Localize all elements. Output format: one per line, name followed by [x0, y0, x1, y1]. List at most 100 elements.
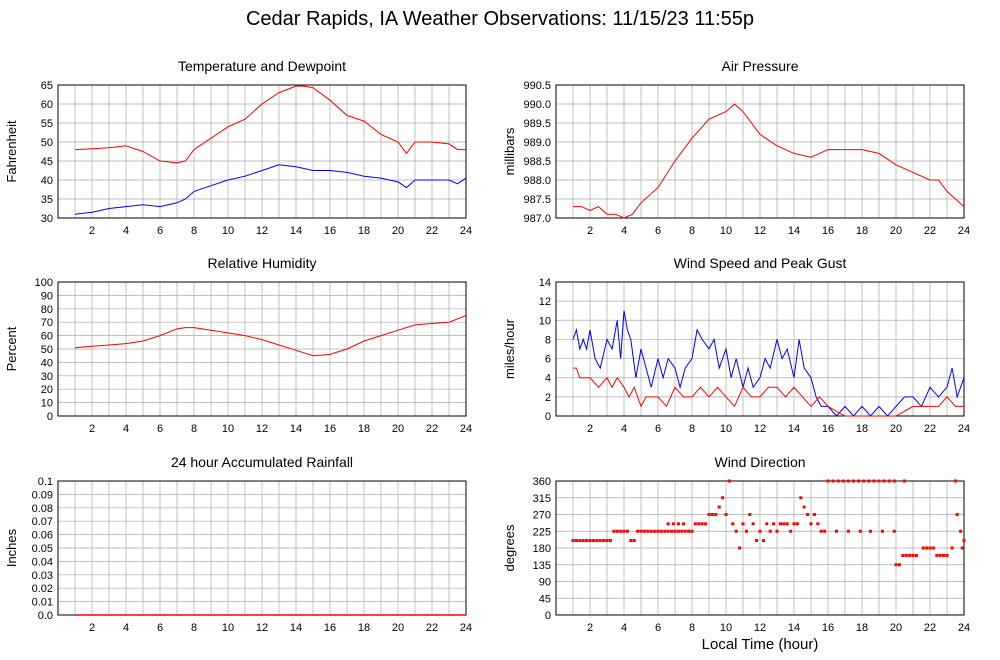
y-tick-label: 35: [41, 194, 53, 206]
y-tick-label: 40: [41, 175, 53, 187]
y-tick-label: 135: [533, 560, 551, 572]
data-point: [673, 529, 677, 533]
x-tick-label: 10: [720, 423, 732, 435]
data-point: [908, 553, 912, 557]
x-tick-label: 14: [788, 622, 800, 634]
y-tick-label: 10: [539, 315, 551, 327]
data-point: [785, 522, 789, 526]
data-point: [880, 529, 884, 533]
y-tick-label: 0.01: [32, 597, 53, 609]
data-point: [904, 553, 908, 557]
y-tick-label: 360: [533, 476, 551, 488]
y-tick-label: 8: [545, 334, 551, 346]
data-point: [721, 496, 725, 500]
data-point: [892, 529, 896, 533]
data-point: [869, 529, 872, 533]
y-tick-label: 0.0: [38, 610, 53, 622]
x-tick-label: 2: [587, 622, 593, 634]
data-point: [598, 539, 602, 543]
series-line-1: [74, 164, 467, 215]
x-tick-label: 16: [822, 225, 834, 237]
x-tick-label: 2: [89, 225, 95, 237]
data-point: [903, 479, 906, 483]
data-point: [683, 529, 687, 533]
x-tick-label: 6: [655, 423, 661, 435]
x-tick-label: 12: [754, 423, 766, 435]
y-tick-label: 90: [539, 577, 551, 589]
x-tick-label: 8: [689, 225, 695, 237]
chart-title: Wind Direction: [714, 454, 805, 470]
series-line-0: [572, 310, 965, 417]
data-point: [605, 539, 609, 543]
data-point: [738, 546, 742, 550]
x-tick-label: 18: [856, 423, 868, 435]
data-point: [663, 529, 667, 533]
x-tick-label: 14: [788, 423, 800, 435]
y-tick-label: 10: [41, 398, 53, 410]
page-title: Cedar Rapids, IA Weather Observations: 1…: [245, 8, 755, 30]
y-tick-label: 45: [41, 156, 53, 168]
x-tick-label: 24: [460, 225, 472, 237]
y-tick-label: 270: [533, 510, 551, 522]
y-tick-label: 70: [41, 317, 53, 329]
y-axis-label: Fahrenheit: [4, 120, 19, 183]
x-tick-label: 2: [587, 225, 593, 237]
data-point: [962, 539, 966, 543]
x-tick-label: 14: [290, 423, 302, 435]
x-tick-label: 6: [655, 225, 661, 237]
plot-frame: [555, 84, 965, 219]
data-point: [806, 513, 810, 516]
data-point: [887, 479, 891, 483]
data-point: [809, 522, 813, 526]
x-tick-label: 12: [754, 622, 766, 634]
x-tick-label: 12: [754, 225, 766, 237]
y-tick-label: 0: [47, 411, 53, 423]
plot-frame: [57, 281, 467, 417]
x-tick-label: 4: [621, 423, 627, 435]
data-point: [676, 529, 680, 533]
data-point: [700, 522, 704, 526]
x-tick-label: 2: [89, 622, 95, 634]
data-point: [697, 522, 701, 526]
data-point: [666, 522, 670, 526]
data-point: [768, 529, 772, 533]
y-tick-label: 0.06: [32, 530, 53, 542]
data-point: [960, 546, 964, 550]
x-tick-label: 22: [924, 622, 936, 634]
x-tick-label: 24: [958, 423, 970, 435]
data-point: [846, 529, 850, 533]
data-point: [802, 505, 806, 509]
y-tick-label: 0: [545, 411, 551, 423]
plot-frame: [57, 84, 467, 219]
data-point: [578, 539, 582, 543]
data-point: [778, 522, 782, 526]
x-tick-label: 8: [689, 622, 695, 634]
y-tick-label: 4: [545, 373, 551, 385]
y-tick-label: 0.09: [32, 489, 53, 501]
data-point: [836, 479, 840, 483]
data-point: [921, 546, 925, 550]
data-point: [612, 529, 616, 533]
y-tick-label: 0: [545, 610, 551, 622]
data-point: [942, 553, 946, 557]
x-tick-label: 6: [157, 622, 163, 634]
data-point: [734, 529, 738, 533]
data-point: [852, 479, 855, 483]
data-point: [816, 522, 820, 526]
data-point: [571, 539, 575, 543]
plot-frame: [555, 281, 965, 417]
chart-title: Relative Humidity: [208, 255, 317, 271]
data-point: [581, 539, 585, 543]
x-tick-label: 6: [157, 423, 163, 435]
x-tick-label: 10: [720, 622, 732, 634]
data-point: [858, 529, 862, 533]
x-tick-label: 14: [788, 225, 800, 237]
data-point: [724, 513, 728, 516]
data-point: [792, 522, 796, 526]
x-tick-label: 24: [460, 622, 472, 634]
data-point: [693, 522, 697, 526]
data-point: [727, 479, 731, 483]
data-point: [782, 522, 786, 526]
